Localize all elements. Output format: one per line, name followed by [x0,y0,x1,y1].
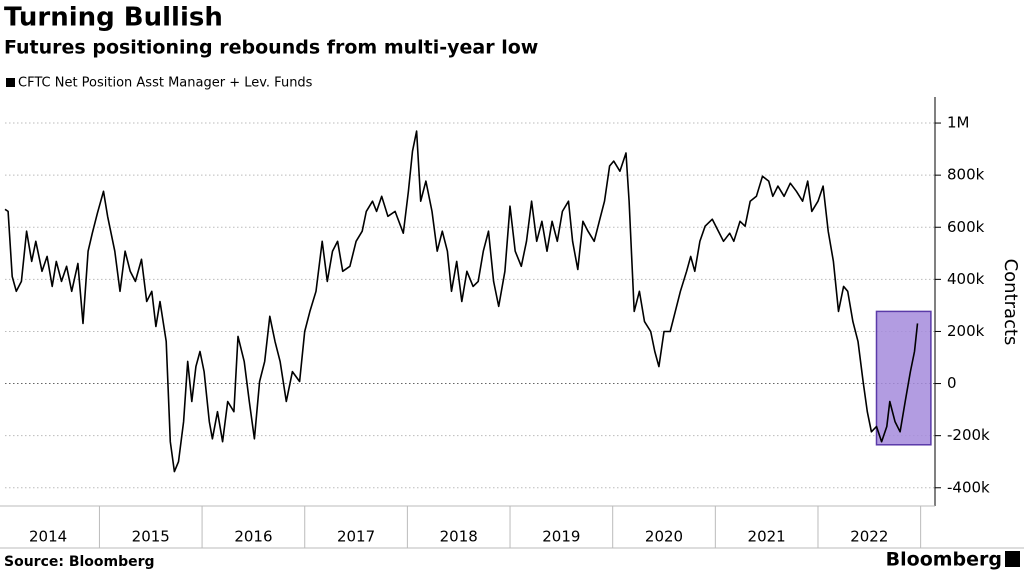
series-line [4,130,919,473]
x-tick-label: 2016 [234,528,272,546]
source: Source: Bloomberg [4,554,155,570]
y-tick-label: -200k [947,426,990,444]
y-tick-label: 200k [947,322,985,340]
chart-title: Turning Bullish [4,3,223,33]
legend-label: CFTC Net Position Asst Manager + Lev. Fu… [18,76,313,91]
x-tick-label: 2022 [850,528,888,546]
y-tick-label: -400k [947,478,990,496]
x-tick-label: 2020 [645,528,683,546]
y-tick-label: 800k [947,166,985,184]
x-tick-label: 2017 [337,528,375,546]
y-tick-label: 600k [947,218,985,236]
y-tick-label: 400k [947,270,985,288]
x-tick-label: 2019 [542,528,580,546]
legend-swatch [6,78,15,87]
y-tick-label: 0 [947,374,957,392]
brand: Bloomberg [886,549,1002,571]
x-tick-label: 2018 [440,528,478,546]
highlight-box [875,310,932,446]
x-tick-label: 2014 [29,528,67,546]
chart-subtitle: Futures positioning rebounds from multi-… [4,37,538,59]
y-axis-label: Contracts [1000,259,1021,346]
brand-icon [1005,551,1020,567]
x-tick-label: 2015 [132,528,170,546]
y-tick-label: 1M [947,114,970,132]
x-tick-label: 2021 [748,528,786,546]
